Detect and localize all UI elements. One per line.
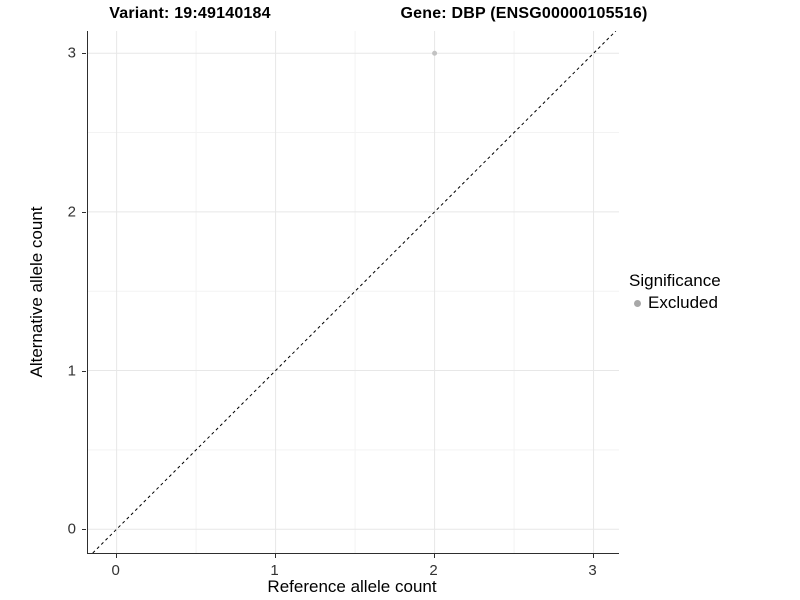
y-tick-mark	[82, 529, 86, 531]
y-tick-label: 1	[67, 362, 76, 380]
y-tick-label: 2	[67, 203, 76, 221]
x-tick-mark	[433, 554, 435, 558]
legend-entry-excluded: Excluded	[629, 293, 721, 313]
y-tick-label: 3	[67, 44, 76, 62]
y-tick-mark	[82, 211, 86, 213]
x-tick-mark	[115, 554, 117, 558]
y-tick-label: 0	[67, 520, 76, 538]
x-tick-mark	[592, 554, 594, 558]
legend: Significance Excluded	[629, 271, 721, 313]
x-axis-title: Reference allele count	[267, 577, 437, 596]
legend-title: Significance	[629, 271, 721, 290]
legend-key	[629, 294, 646, 313]
x-tick-label: 1	[270, 562, 279, 579]
x-tick-label: 3	[588, 562, 597, 579]
x-tick-label: 0	[111, 562, 120, 579]
y-tick-mark	[82, 370, 86, 372]
y-tick-mark	[82, 53, 86, 55]
x-tick-label: 2	[429, 562, 438, 579]
data-point	[432, 50, 438, 56]
x-tick-mark	[274, 554, 276, 558]
plot-title-variant: Variant: 19:49140184	[109, 5, 271, 22]
y-axis-title: Alternative allele count	[27, 206, 46, 378]
plot-title-gene: Gene: DBP (ENSG00000105516)	[400, 5, 648, 22]
plot-canvas	[88, 31, 619, 553]
legend-entry-label: Excluded	[648, 293, 718, 312]
identity-line	[92, 31, 617, 553]
plot-panel	[87, 31, 619, 554]
excluded-point-icon	[634, 299, 641, 307]
